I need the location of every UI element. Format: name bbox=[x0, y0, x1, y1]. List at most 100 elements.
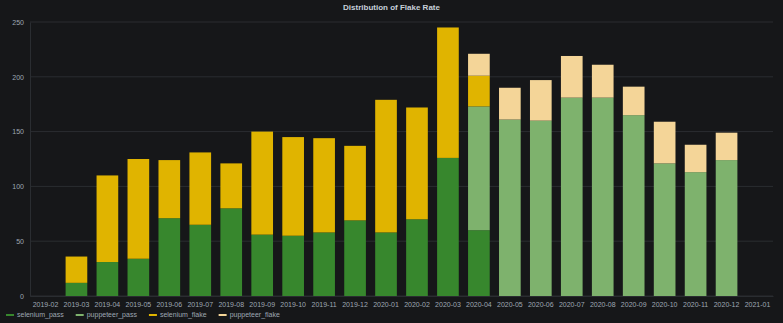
bar bbox=[282, 137, 304, 236]
tick: 50 bbox=[16, 238, 30, 245]
tick: 2019-06 bbox=[156, 296, 182, 308]
tick: 100 bbox=[12, 183, 30, 190]
bar bbox=[716, 160, 738, 296]
legend-swatch bbox=[219, 314, 227, 316]
bar bbox=[66, 257, 88, 283]
bar bbox=[128, 159, 150, 259]
bar bbox=[592, 98, 614, 296]
tick: 2020-06 bbox=[528, 296, 554, 308]
title: Distribution of Flake Rate bbox=[343, 3, 440, 12]
tick-label: 2020-01 bbox=[373, 301, 399, 308]
tick-label: 2020-12 bbox=[714, 301, 740, 308]
bar bbox=[97, 262, 119, 296]
tick-label: 2020-09 bbox=[621, 301, 647, 308]
bar bbox=[468, 106, 490, 230]
bar bbox=[530, 121, 552, 296]
bar bbox=[592, 65, 614, 98]
tick-label: 2019-03 bbox=[64, 301, 90, 308]
tick: 250 bbox=[12, 19, 30, 26]
bar bbox=[468, 76, 490, 107]
bar bbox=[158, 218, 180, 296]
tick: 2020-08 bbox=[590, 296, 616, 308]
tick-label: 50 bbox=[16, 238, 24, 245]
bar bbox=[561, 98, 583, 296]
tick-label: 2019-04 bbox=[95, 301, 121, 308]
tick: 2020-11 bbox=[683, 296, 708, 308]
bar bbox=[530, 80, 552, 121]
bar bbox=[189, 225, 211, 296]
tick: 2020-02 bbox=[404, 296, 430, 308]
tick-label: 2020-10 bbox=[652, 301, 678, 308]
bar bbox=[251, 235, 273, 296]
bar bbox=[468, 54, 490, 76]
bar bbox=[220, 208, 242, 296]
tick: 2019-07 bbox=[187, 296, 213, 308]
legend: selenium_pass puppeteer_pass selenium_flak… bbox=[6, 311, 280, 319]
tick-label: 150 bbox=[12, 128, 24, 135]
bar bbox=[716, 133, 738, 160]
bar bbox=[468, 230, 490, 296]
bar bbox=[251, 132, 273, 235]
x-axis: 2019-02 2019-03 2019-04 2019-05 2019-06 2019-… bbox=[31, 296, 774, 308]
tick-label: 2020-08 bbox=[590, 301, 616, 308]
tick: 200 bbox=[12, 74, 30, 81]
legend-label: selenium_pass bbox=[17, 311, 64, 319]
legend-item: selenium_flake bbox=[149, 311, 207, 319]
legend-swatch bbox=[6, 314, 14, 316]
bar bbox=[189, 152, 211, 224]
tick-label: 2019-06 bbox=[156, 301, 182, 308]
bar bbox=[158, 160, 180, 218]
bar bbox=[499, 88, 521, 120]
bar bbox=[282, 236, 304, 296]
bar bbox=[128, 259, 150, 296]
tick: 2020-09 bbox=[621, 296, 647, 308]
tick-label: 100 bbox=[12, 183, 24, 190]
tick-label: 2019-11 bbox=[312, 301, 337, 308]
bar bbox=[437, 158, 459, 296]
legend-label: selenium_flake bbox=[160, 311, 207, 319]
y-axis: 0 50 100 150 200 250 bbox=[12, 19, 30, 300]
tick-label: 2020-11 bbox=[683, 301, 708, 308]
tick-label: 2020-03 bbox=[435, 301, 461, 308]
bar bbox=[344, 220, 366, 296]
legend-item: puppeteer_pass bbox=[76, 311, 138, 319]
tick-label: 2020-05 bbox=[497, 301, 523, 308]
axis-line bbox=[30, 23, 31, 297]
tick-label: 2019-12 bbox=[342, 301, 368, 308]
tick-label: 2019-09 bbox=[249, 301, 275, 308]
bar bbox=[406, 219, 428, 296]
bar bbox=[344, 146, 366, 221]
bar bbox=[685, 145, 707, 172]
tick-label: 2020-04 bbox=[466, 301, 492, 308]
tick: 0 bbox=[20, 293, 30, 300]
grid bbox=[30, 22, 773, 296]
tick-label: 2019-02 bbox=[33, 301, 59, 308]
legend-swatch bbox=[149, 314, 157, 316]
bar bbox=[375, 100, 397, 233]
tick-label: 0 bbox=[20, 293, 24, 300]
tick-label: 2019-05 bbox=[126, 301, 152, 308]
bar bbox=[313, 138, 335, 232]
legend-item: puppeteer_flake bbox=[219, 311, 280, 319]
bar bbox=[623, 115, 645, 296]
bar bbox=[561, 56, 583, 98]
legend-label: puppeteer_pass bbox=[87, 311, 138, 319]
background bbox=[0, 0, 783, 323]
tick-label: 250 bbox=[12, 19, 24, 26]
tick: 2019-10 bbox=[280, 296, 306, 308]
tick-label: 2019-08 bbox=[218, 301, 244, 308]
bar bbox=[437, 27, 459, 157]
bar bbox=[499, 120, 521, 296]
bar bbox=[220, 163, 242, 208]
grid-line bbox=[30, 22, 773, 23]
tick: 2019-08 bbox=[218, 296, 244, 308]
bar bbox=[654, 163, 676, 296]
tick-label: 2020-06 bbox=[528, 301, 554, 308]
bar bbox=[623, 87, 645, 115]
tick: 2019-12 bbox=[342, 296, 368, 308]
tick: 2020-05 bbox=[497, 296, 523, 308]
bar bbox=[66, 283, 88, 296]
bars bbox=[66, 27, 738, 296]
bar bbox=[406, 107, 428, 219]
tick-label: 200 bbox=[12, 74, 24, 81]
